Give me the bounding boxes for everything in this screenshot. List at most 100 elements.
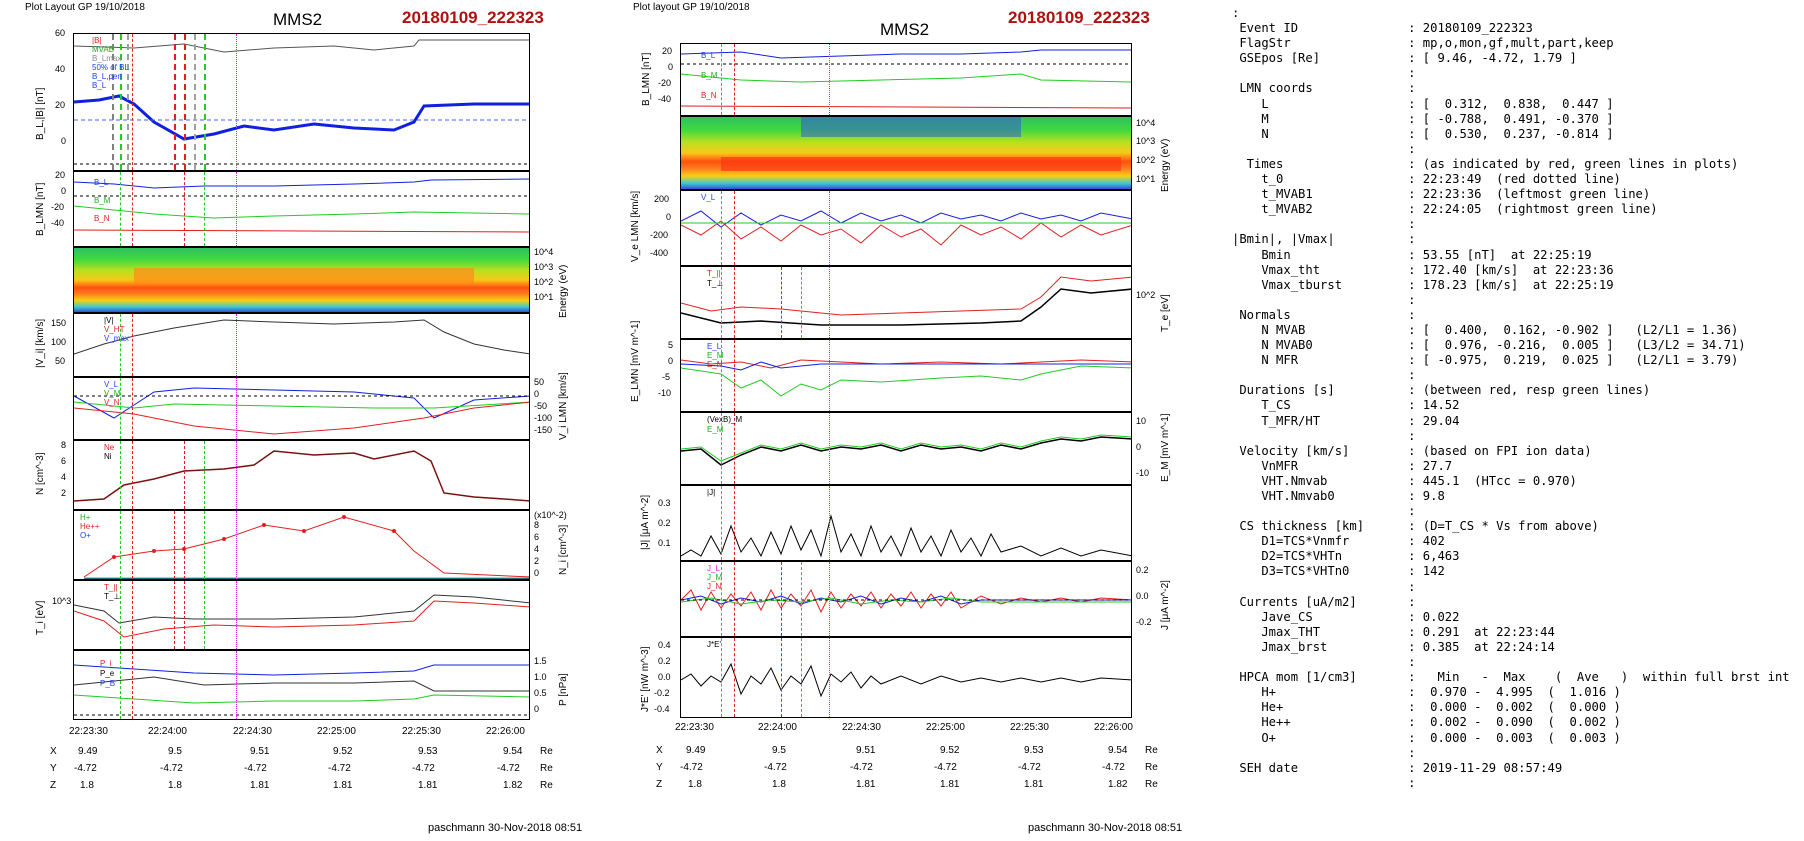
tick: 60 xyxy=(55,28,66,38)
left-panel8-plot xyxy=(74,594,529,638)
tick: -100 xyxy=(534,413,553,423)
event-info-text: : Event ID : 20180109_222323 FlagStr : m… xyxy=(1232,6,1790,791)
right-legend-3: V_L xyxy=(701,193,716,202)
right-event-id: 20180109_222323 xyxy=(1008,8,1150,27)
info-line: : xyxy=(1232,217,1416,232)
right-legend-8: J_L J_M J_N xyxy=(707,564,723,591)
info-line: t_0 : 22:23:49 (red dotted line) xyxy=(1232,172,1621,187)
tick: 10^2 xyxy=(534,277,554,287)
tick: -40 xyxy=(51,218,65,228)
tick: 2 xyxy=(61,488,67,498)
left-panel1-plot xyxy=(74,39,529,165)
left-panel-ion-composition: H+ He++ O+ xyxy=(73,510,530,580)
left-event-id: 20180109_222323 xyxy=(402,8,544,27)
left-panel4-plot xyxy=(74,319,529,355)
left-ylabel-8: T_i [eV] xyxy=(35,600,46,635)
right-legend-7: |J| xyxy=(707,488,716,497)
tick: -0.2 xyxy=(654,688,670,698)
left-ylabel-4: |V_i| [km/s] xyxy=(35,318,46,368)
right-ylabel-5: E_LMN [mV m^-1] xyxy=(630,320,641,402)
time-label: 22:24:00 xyxy=(758,722,797,733)
left-panel-ion-spectrogram xyxy=(73,247,530,313)
left-legend-2: B_L B_M B_N xyxy=(94,178,111,223)
left-panel-pressure: P_i P_e P_B xyxy=(73,650,530,720)
info-line: N : [ 0.530, 0.237, -0.814 ] xyxy=(1232,126,1614,141)
info-line: VHT.Nmvab : 445.1 (HTcc = 0.970) xyxy=(1232,473,1577,488)
tick: 10^1 xyxy=(1136,174,1156,184)
info-line: Bmin : 53.55 [nT] at 22:25:19 xyxy=(1232,247,1592,262)
info-line: t_MVAB2 : 22:24:05 (rightmost green line… xyxy=(1232,202,1658,217)
time-label: 22:25:30 xyxy=(402,726,441,737)
time-label: 22:23:30 xyxy=(69,726,108,737)
tick: 10^2 xyxy=(1136,155,1156,165)
right-ylabel-3: V_e LMN [km/s] xyxy=(630,190,641,262)
right-panel9-plot xyxy=(681,662,1131,698)
tick: 0 xyxy=(61,136,67,146)
info-line: Jmax_brst : 0.385 at 22:24:14 xyxy=(1232,639,1555,654)
tick: 8 xyxy=(61,440,67,450)
right-panel-jdote: J*E' xyxy=(680,637,1132,718)
right-panel-em: (VexB)_M E_M xyxy=(680,412,1132,485)
right-panel5-plot xyxy=(681,359,1131,397)
info-line: N MVAB : [ 0.400, 0.162, -0.902 ] (L2/L1… xyxy=(1232,322,1739,337)
right-panel-e-lmn: E_L E_M E_N xyxy=(680,339,1132,412)
info-line: SEH date : 2019-11-29 08:57:49 xyxy=(1232,760,1563,775)
right-panel-electron-spectrogram xyxy=(680,116,1132,190)
tick: -5 xyxy=(662,372,671,382)
right-ylabel-2: Energy (eV) xyxy=(1160,138,1171,192)
info-line: Vmax_tburst : 178.23 [km/s] at 22:25:19 xyxy=(1232,277,1614,292)
time-label: 22:25:00 xyxy=(926,722,965,733)
tick: 10^1 xyxy=(534,292,554,302)
left-legend-9: P_i P_e P_B xyxy=(100,659,116,688)
info-line: |Bmin|, |Vmax| : xyxy=(1232,232,1416,247)
tick: -40 xyxy=(658,94,672,104)
time-label: 22:26:00 xyxy=(486,726,525,737)
right-ylabel-9: J*E' [nW m^-3] xyxy=(640,646,651,713)
tick: 50 xyxy=(55,356,66,366)
left-panel-vi-lmn: V_L V_M V_N xyxy=(73,377,530,440)
tick: -0.2 xyxy=(1136,617,1152,627)
left-panel-ion-temperature: T_|| T_⊥ xyxy=(73,580,530,650)
info-line: Jave_CS : 0.022 xyxy=(1232,609,1460,624)
tick: 10^4 xyxy=(1136,118,1156,128)
info-line: T_CS : 14.52 xyxy=(1232,398,1460,413)
tick: 40 xyxy=(55,64,66,74)
tick: 100 xyxy=(51,337,67,347)
left-title: MMS2 xyxy=(273,10,323,29)
tick: -10 xyxy=(658,388,672,398)
info-line: t_MVAB1 : 22:23:36 (leftmost green line) xyxy=(1232,187,1651,202)
info-line: M : [ -0.788, 0.491, -0.370 ] xyxy=(1232,111,1614,126)
tick: 6 xyxy=(61,456,67,466)
info-line: : xyxy=(1232,428,1416,443)
info-line: N MVAB0 : [ 0.976, -0.216, 0.005 ] (L3/L… xyxy=(1232,338,1746,353)
info-line: : xyxy=(1232,655,1416,670)
right-panel4-plot xyxy=(681,276,1131,326)
left-ylabel-2: B_LMN [nT] xyxy=(35,182,46,236)
right-legend-4: T_|| T_⊥ xyxy=(707,269,724,288)
info-line: : xyxy=(1232,292,1416,307)
tick: -150 xyxy=(534,425,553,435)
info-line: Currents [uA/m2] : xyxy=(1232,594,1416,609)
time-label: 22:25:00 xyxy=(317,726,356,737)
left-ylabel-3: Energy (eV) xyxy=(558,264,569,318)
info-line: L : [ 0.312, 0.838, 0.447 ] xyxy=(1232,96,1614,111)
tick-unit: (x10^-2) xyxy=(534,510,567,520)
info-line: Durations [s] : (between red, resp green… xyxy=(1232,383,1651,398)
tick: 200 xyxy=(654,194,670,204)
info-line: N MFR : [ -0.975, 0.219, 0.025 ] (L2/L1 … xyxy=(1232,353,1739,368)
info-line: D1=TCS*Vnmfr : 402 xyxy=(1232,534,1445,549)
info-line: FlagStr : mp,o,mon,gf,mult,part,keep xyxy=(1232,36,1614,51)
tick: 0 xyxy=(534,568,540,578)
left-legend-1: |B| MVAB B_Lmax 50% of BL B_L,pert B_L xyxy=(92,36,129,90)
tick: 5 xyxy=(668,340,674,350)
tick: 10^3 xyxy=(52,596,72,606)
tick: 0 xyxy=(61,186,67,196)
left-panel-b-magnitude: |B| MVAB B_Lmax 50% of BL B_L,pert B_L xyxy=(73,33,530,171)
time-label: 22:23:30 xyxy=(675,722,714,733)
info-line: D3=TCS*VHTn0 : 142 xyxy=(1232,564,1445,579)
tick: 1.0 xyxy=(534,672,547,682)
time-label: 22:24:00 xyxy=(148,726,187,737)
info-line: : xyxy=(1232,66,1416,81)
right-legend-5: E_L E_M E_N xyxy=(707,342,724,369)
info-line: : xyxy=(1232,368,1416,383)
